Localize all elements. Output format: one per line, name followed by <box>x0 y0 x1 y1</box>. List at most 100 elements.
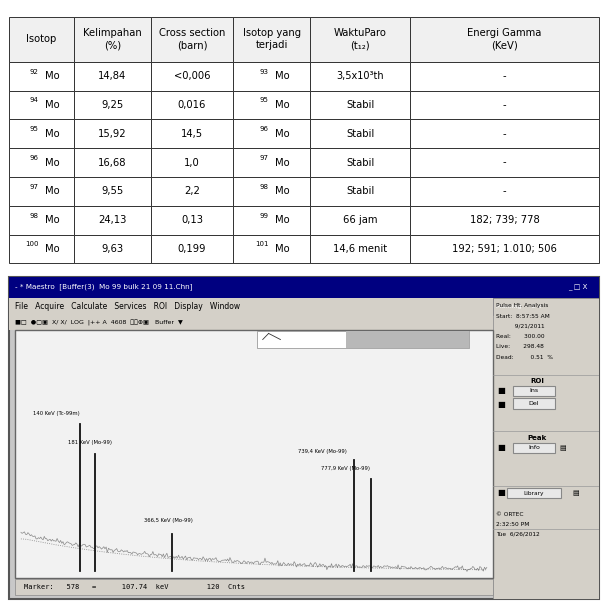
Text: Stabil: Stabil <box>346 158 374 168</box>
Text: 9,25: 9,25 <box>101 100 123 110</box>
Bar <box>74 177 151 206</box>
Text: 16,68: 16,68 <box>98 158 126 168</box>
Bar <box>9 62 74 91</box>
Bar <box>9 298 492 315</box>
Text: 2:32:50 PM: 2:32:50 PM <box>496 522 529 527</box>
Bar <box>151 235 233 263</box>
Bar <box>9 119 74 148</box>
Text: Start:  8:57:55 AM: Start: 8:57:55 AM <box>496 314 550 319</box>
Text: 2,2: 2,2 <box>184 187 200 196</box>
Text: -: - <box>503 71 506 81</box>
Text: Isotop: Isotop <box>26 34 57 44</box>
Text: File   Acquire   Calculate   Services   ROI   Display   Window: File Acquire Calculate Services ROI Disp… <box>15 302 240 311</box>
Text: 97: 97 <box>260 155 269 161</box>
Bar <box>74 235 151 263</box>
Text: Peak: Peak <box>527 435 547 441</box>
Text: Del: Del <box>529 401 539 406</box>
Bar <box>513 443 554 453</box>
Text: Mo: Mo <box>274 71 289 81</box>
Bar <box>9 315 492 330</box>
Text: WaktuParo
(t₁₂): WaktuParo (t₁₂) <box>334 28 387 50</box>
Text: 93: 93 <box>260 69 269 75</box>
Text: © ORTEC: © ORTEC <box>496 513 523 518</box>
Text: Tue  6/26/2012: Tue 6/26/2012 <box>496 532 539 537</box>
Bar <box>310 148 410 177</box>
Bar <box>9 277 599 298</box>
Bar <box>492 298 599 315</box>
Text: Live:       298.48: Live: 298.48 <box>496 344 544 349</box>
Bar <box>310 206 410 235</box>
Text: 1,0: 1,0 <box>184 158 200 168</box>
Text: ■: ■ <box>497 488 505 497</box>
Text: Mo: Mo <box>274 215 289 225</box>
Bar <box>151 148 233 177</box>
Text: Mo: Mo <box>274 100 289 110</box>
Text: Ins: Ins <box>530 388 539 393</box>
Text: <0,006: <0,006 <box>174 71 210 81</box>
Text: 9,63: 9,63 <box>102 244 123 254</box>
Text: Mo: Mo <box>274 244 289 254</box>
Text: Mo: Mo <box>274 158 289 168</box>
Text: Real:       300.00: Real: 300.00 <box>496 334 544 339</box>
Text: Mo: Mo <box>44 244 59 254</box>
Bar <box>74 119 151 148</box>
Bar <box>233 177 310 206</box>
Text: _ □ X: _ □ X <box>568 284 587 290</box>
Text: Marking   - Σ x: Marking - Σ x <box>496 304 541 309</box>
Text: Mo: Mo <box>44 158 59 168</box>
Text: ■: ■ <box>497 443 505 452</box>
Bar <box>310 62 410 91</box>
Text: Mo: Mo <box>44 129 59 139</box>
Bar <box>9 206 74 235</box>
Text: Dead:         0.51  %: Dead: 0.51 % <box>496 355 553 360</box>
Text: ▤: ▤ <box>572 490 579 496</box>
Text: 24,13: 24,13 <box>98 215 126 225</box>
Text: 9,55: 9,55 <box>101 187 123 196</box>
Text: 98: 98 <box>30 212 38 219</box>
Text: ■: ■ <box>497 386 505 395</box>
Bar <box>151 119 233 148</box>
Text: -: - <box>503 158 506 168</box>
Text: -: - <box>503 187 506 196</box>
Text: Stabil: Stabil <box>346 100 374 110</box>
Text: 777,9 KeV (Mo-99): 777,9 KeV (Mo-99) <box>322 466 370 471</box>
Bar <box>233 119 310 148</box>
Bar <box>74 206 151 235</box>
Text: Marker:   578   =      107.74  keV         120  Cnts: Marker: 578 = 107.74 keV 120 Cnts <box>24 584 245 590</box>
Bar <box>15 330 492 578</box>
Text: 14,6 menit: 14,6 menit <box>333 244 387 254</box>
Text: -: - <box>503 129 506 139</box>
Bar <box>310 17 410 62</box>
Text: Kelimpahan
(%): Kelimpahan (%) <box>83 28 142 50</box>
Text: 182; 739; 778: 182; 739; 778 <box>469 215 539 225</box>
Text: Info: Info <box>528 446 540 451</box>
Text: 97: 97 <box>30 184 38 190</box>
Text: Mo: Mo <box>44 71 59 81</box>
Text: 192; 591; 1.010; 506: 192; 591; 1.010; 506 <box>452 244 557 254</box>
Text: 95: 95 <box>30 126 38 132</box>
Bar <box>233 91 310 119</box>
Text: 0,13: 0,13 <box>181 215 203 225</box>
Text: Stabil: Stabil <box>346 187 374 196</box>
Bar <box>310 119 410 148</box>
Text: Stabil: Stabil <box>346 129 374 139</box>
Bar <box>492 298 599 599</box>
Text: 15,92: 15,92 <box>98 129 126 139</box>
Text: Mo: Mo <box>44 215 59 225</box>
Text: 181 KeV (Mo-99): 181 KeV (Mo-99) <box>67 440 111 446</box>
Text: 96: 96 <box>260 126 269 132</box>
Bar <box>410 148 599 177</box>
Text: ▤: ▤ <box>559 445 565 451</box>
Bar <box>310 177 410 206</box>
Text: 14,84: 14,84 <box>98 71 126 81</box>
Text: ■□  ●▢▣  X/ X/  LOG  |++ A  4608  ⌕⌕⊕▣   Buffer  ▼: ■□ ●▢▣ X/ X/ LOG |++ A 4608 ⌕⌕⊕▣ Buffer … <box>15 319 183 325</box>
Text: Pulse Ht. Analysis: Pulse Ht. Analysis <box>496 303 548 308</box>
Bar <box>513 386 554 396</box>
Text: 96: 96 <box>30 155 38 161</box>
Text: 140 KeV (Tc-99m): 140 KeV (Tc-99m) <box>33 411 79 416</box>
Text: 0,016: 0,016 <box>178 100 206 110</box>
Bar <box>410 177 599 206</box>
Bar <box>151 17 233 62</box>
Text: 66 jam: 66 jam <box>343 215 378 225</box>
Text: Mo: Mo <box>274 187 289 196</box>
